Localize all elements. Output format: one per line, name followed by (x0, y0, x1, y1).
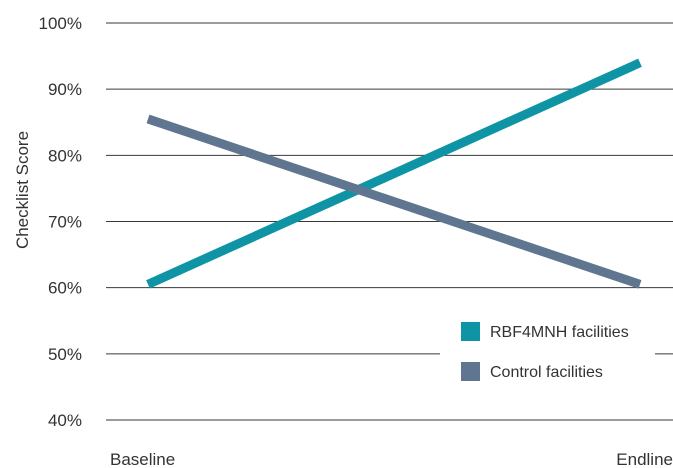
series-lines (146, 58, 642, 289)
y-tick-label-100: 100% (39, 14, 82, 33)
series-line-rbf4mnh-facilities (146, 58, 642, 289)
x-tick-labels: Baseline Endline (110, 450, 673, 468)
y-tick-label-60: 60% (48, 279, 82, 298)
legend-swatch-rbf4mnh-facilities (461, 322, 480, 341)
legend-label-rbf4mnh-facilities: RBF4MNH facilities (490, 324, 629, 341)
legend-label-control-facilities: Control facilities (490, 364, 603, 381)
gridlines (106, 22, 673, 421)
y-axis-title: Checklist Score (13, 131, 32, 249)
y-tick-labels: 40% 50% 60% 70% 80% 90% 100% (39, 14, 82, 430)
y-tick-label-50: 50% (48, 345, 82, 364)
y-tick-label-70: 70% (48, 213, 82, 232)
x-tick-label-baseline: Baseline (110, 450, 175, 468)
legend-swatch-control-facilities (461, 362, 480, 381)
y-tick-label-90: 90% (48, 80, 82, 99)
y-tick-label-40: 40% (48, 411, 82, 430)
series-line-control-facilities (146, 114, 642, 289)
y-tick-label-80: 80% (48, 146, 82, 165)
x-tick-label-endline: Endline (616, 450, 673, 468)
legend: RBF4MNH facilities Control facilities (461, 322, 629, 381)
